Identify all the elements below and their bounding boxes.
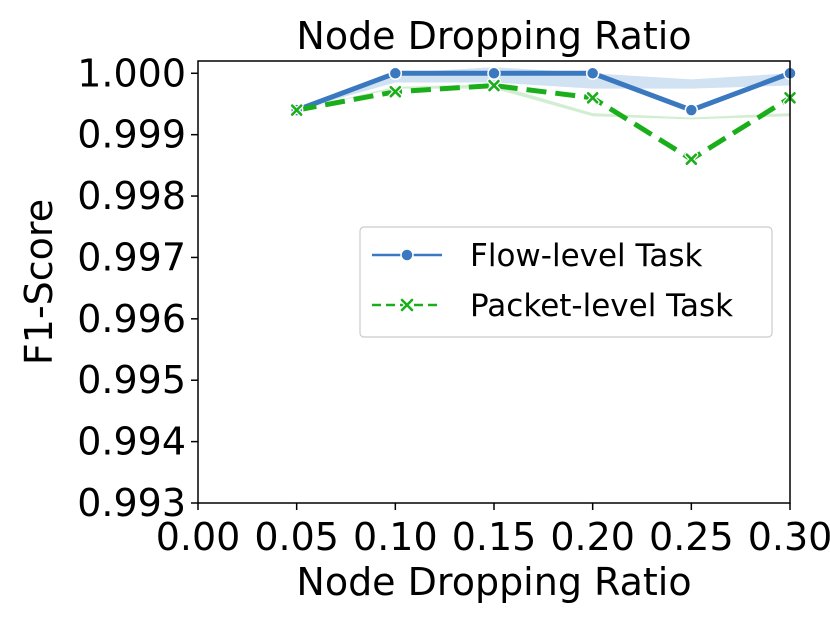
confidence-bands	[296, 67, 790, 120]
chart-title: Node Dropping Ratio	[296, 14, 691, 58]
legend-marker-glyph	[400, 248, 414, 262]
data-point-1	[684, 152, 699, 167]
legend-label-flow: Flow-level Task	[470, 238, 702, 274]
y-tick-label: 0.997	[77, 235, 186, 279]
x-tick-label: 0.10	[353, 515, 438, 559]
x-axis-title: Node Dropping Ratio	[296, 560, 691, 604]
series-lines	[295, 70, 792, 162]
y-axis-title: F1-Score	[17, 199, 61, 365]
x-tick-label: 0.05	[254, 515, 339, 559]
series-line-1	[296, 83, 792, 162]
y-tick-label: 0.998	[77, 174, 186, 218]
x-tick-label: 0.20	[550, 515, 635, 559]
band-1	[296, 84, 790, 120]
data-point-1	[487, 78, 501, 93]
legend-box	[359, 226, 773, 338]
data-point-0	[684, 103, 699, 117]
legend-marker-packet	[399, 297, 415, 313]
series-markers	[289, 66, 797, 167]
y-tick-label: 0.994	[77, 420, 186, 464]
data-point-0	[487, 66, 501, 81]
x-tick-label: 0.25	[649, 515, 734, 559]
data-point-0	[388, 66, 403, 81]
x-tick-label: 0.30	[748, 515, 830, 559]
y-tick-label: 1.000	[77, 51, 186, 95]
legend: Flow-level Task Packet-level Task	[359, 226, 773, 338]
data-point-1	[585, 90, 600, 105]
band-0	[296, 67, 790, 111]
data-point-0	[585, 66, 600, 81]
legend-label-packet: Packet-level Task	[470, 288, 733, 324]
data-point-1	[388, 84, 403, 99]
legend-marker-flow	[400, 248, 414, 262]
data-point-1	[289, 103, 304, 118]
x-tick-label: 0.15	[452, 515, 537, 559]
y-tick-label: 0.993	[77, 481, 186, 525]
y-tick-label: 0.999	[77, 113, 186, 157]
y-tick-label: 0.995	[77, 358, 186, 402]
x-axis-ticks: 0.00 0.05 0.10 0.15 0.20 0.25 0.30	[156, 503, 830, 559]
x-tick-label: 0.00	[156, 515, 241, 559]
legend-marker-glyph	[399, 297, 415, 313]
y-axis-ticks: 0.993 0.994 0.995 0.996 0.997 0.998 0.999 1.000	[77, 51, 198, 525]
y-tick-label: 0.996	[77, 297, 186, 341]
series-line-0	[295, 70, 791, 113]
